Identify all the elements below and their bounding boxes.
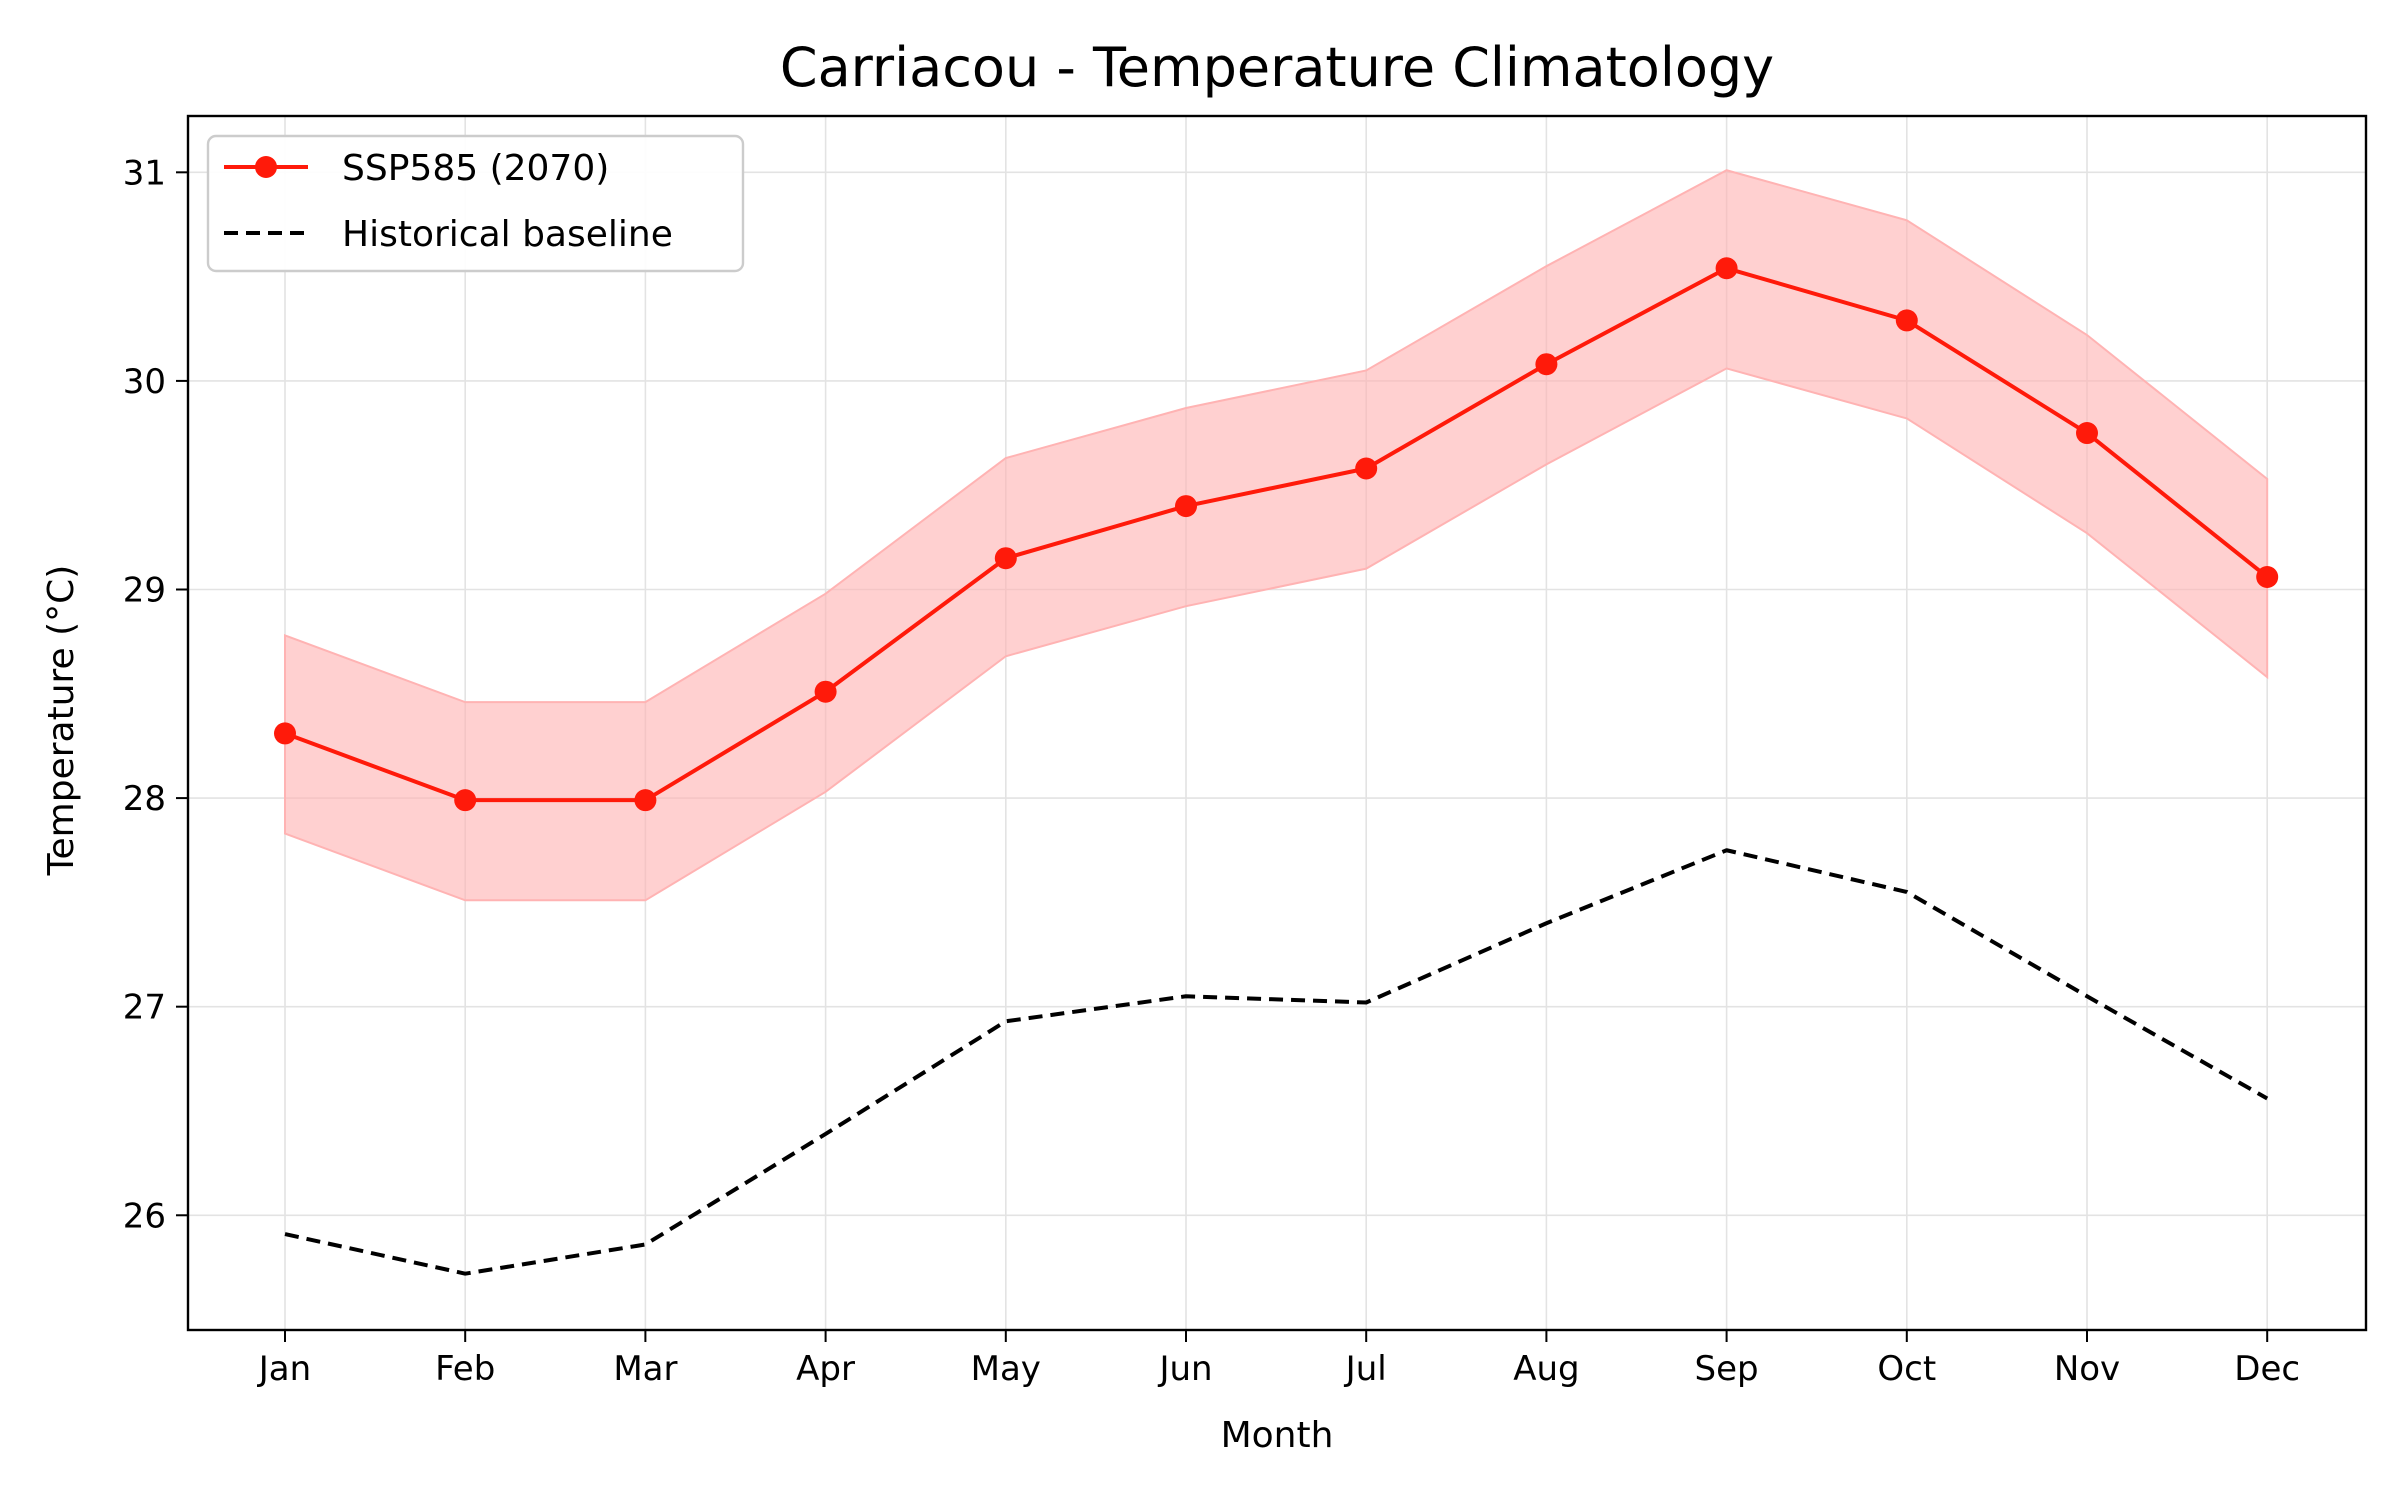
data-point-marker [814, 680, 837, 703]
y-tick-label: 30 [123, 362, 166, 402]
x-tick-label: Oct [1877, 1349, 1936, 1389]
data-point-marker [2256, 565, 2279, 588]
x-tick-label: Sep [1695, 1349, 1759, 1389]
data-point-marker [1175, 495, 1197, 518]
x-tick-label: Apr [796, 1349, 855, 1389]
data-point-marker [1355, 457, 1378, 480]
y-tick-label: 26 [123, 1196, 166, 1236]
data-point-marker [634, 789, 657, 812]
legend: SSP585 (2070) Historical baseline [206, 134, 745, 273]
data-point-marker [1715, 257, 1738, 280]
data-point-marker [1895, 309, 1918, 332]
y-tick-label: 27 [123, 988, 166, 1028]
chart-title: Carriacou - Temperature Climatology [780, 36, 1774, 99]
y-tick-label: 31 [123, 153, 166, 193]
confidence-band-0 [284, 169, 2269, 902]
x-axis-label: Month [1221, 1415, 1334, 1456]
legend-box [206, 134, 745, 273]
x-tick-label: Nov [2054, 1349, 2120, 1389]
confidence-bands [284, 169, 2269, 902]
x-tick-label: Feb [435, 1349, 495, 1389]
x-tick-label: Jun [1157, 1349, 1212, 1389]
series-line-1 [284, 848, 2269, 1276]
data-point-marker [2076, 422, 2098, 445]
legend-label-historical: Historical baseline [342, 214, 673, 255]
x-tick-label: Mar [613, 1349, 677, 1389]
x-tick-label: May [971, 1349, 1041, 1389]
data-point-marker [454, 789, 477, 812]
y-tick-label: 29 [123, 571, 166, 611]
x-tick-label: Dec [2234, 1349, 2300, 1389]
series-line-0 [284, 266, 2269, 803]
series-markers [274, 257, 2279, 812]
data-point-marker [1535, 353, 1558, 376]
plot-frame [186, 114, 2368, 1332]
y-tick-label: 28 [123, 779, 166, 819]
series-lines [284, 266, 2269, 1276]
data-point-marker [274, 722, 296, 745]
legend-label-ssp585: SSP585 (2070) [342, 148, 609, 189]
data-point-marker [994, 547, 1017, 570]
y-axis-label: Temperature (°C) [41, 565, 82, 877]
x-tick-label: Jan [257, 1349, 311, 1389]
x-axis-ticks: Jan Feb Mar Apr May Jun Jul Aug Sep Oct Nov Dec [257, 1330, 2300, 1389]
x-tick-label: Jul [1344, 1349, 1387, 1389]
y-axis-ticks: 26 27 28 29 30 31 [123, 153, 188, 1236]
x-tick-label: Aug [1513, 1349, 1579, 1389]
grid-lines [188, 116, 2366, 1330]
legend-swatch-ssp585-marker [255, 156, 277, 178]
